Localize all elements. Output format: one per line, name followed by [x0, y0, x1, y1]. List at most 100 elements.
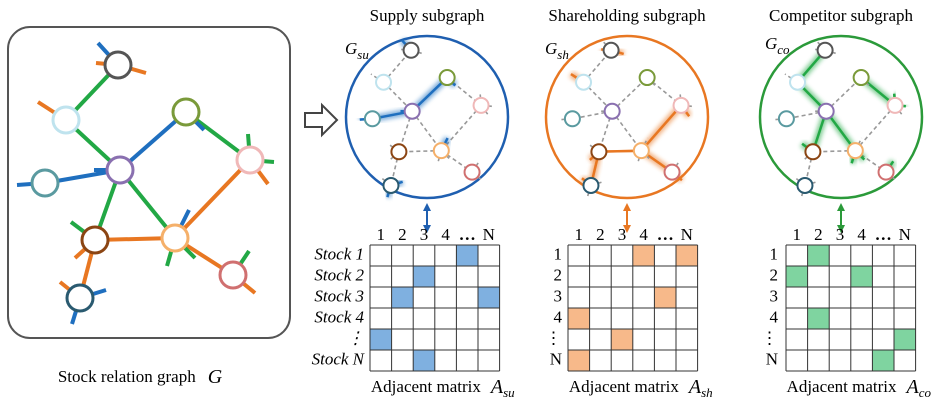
node: [375, 73, 393, 91]
node: [80, 225, 110, 255]
column-label: 4: [639, 225, 648, 244]
column-label: 3: [420, 225, 429, 244]
node: [672, 96, 690, 114]
edge: [118, 168, 177, 240]
node: [877, 163, 895, 181]
symbol: A: [905, 376, 920, 398]
node: [438, 69, 456, 87]
node: [663, 163, 681, 181]
node: [796, 176, 814, 194]
subscript: co: [777, 42, 790, 57]
column-label: 3: [618, 225, 627, 244]
matrix-cell: [632, 245, 655, 266]
matrix-cell: [894, 329, 916, 350]
matrix-cell: [611, 329, 633, 350]
row-label: N: [550, 349, 562, 368]
matrix-cell: [850, 266, 873, 287]
node: [632, 142, 650, 160]
matrix-caption: Adjacent matrix Aco: [787, 376, 931, 400]
row-label: Stock 3: [314, 286, 364, 305]
node: [472, 96, 490, 114]
node: [51, 105, 81, 135]
node: [602, 41, 620, 59]
symbol: A: [687, 376, 702, 398]
row-label: 4: [554, 307, 563, 326]
node: [816, 41, 834, 59]
matrix-cell: [872, 350, 894, 371]
node: [846, 142, 864, 160]
subgraph-title: Competitor subgraph: [769, 6, 914, 25]
subscript: co: [919, 385, 931, 400]
column-label: 4: [857, 225, 866, 244]
node: [363, 110, 381, 128]
column-label: N: [899, 225, 911, 244]
matrix-cell: [786, 266, 808, 287]
caption: Adjacent matrix: [371, 377, 481, 396]
node: [575, 73, 593, 91]
subgraph-symbol: Gsu: [345, 39, 369, 62]
arrow: [304, 102, 339, 138]
subgraph-symbol: Gco: [765, 34, 790, 57]
symbol: G: [545, 39, 557, 58]
node: [789, 73, 807, 91]
column-label: 1: [575, 225, 584, 244]
matrix-cell: [568, 350, 590, 371]
symbol: G: [345, 39, 357, 58]
matrix-cell: [391, 287, 414, 308]
node: [804, 143, 822, 161]
node: [777, 110, 795, 128]
matrix-cell: [456, 245, 478, 266]
column-label: …: [657, 225, 674, 244]
caption: Adjacent matrix: [569, 377, 679, 396]
node: [432, 142, 450, 160]
symbol: G: [765, 34, 777, 53]
node: [638, 69, 656, 87]
edge: [854, 104, 896, 152]
node: [382, 176, 400, 194]
symbol: A: [489, 376, 504, 398]
row-label: Stock N: [312, 349, 366, 368]
node: [103, 50, 133, 80]
node: [563, 110, 581, 128]
row-label: 3: [770, 286, 779, 305]
column-label: …: [459, 225, 476, 244]
node: [582, 176, 600, 194]
row-label: Stock 4: [314, 307, 364, 326]
matrix-cell: [807, 245, 830, 266]
subgraph-title: Shareholding subgraph: [548, 6, 706, 25]
subgraph-symbol: Gsh: [545, 39, 569, 62]
row-label: ⋮: [347, 328, 364, 347]
node: [105, 155, 135, 185]
edge: [118, 110, 188, 172]
matrix-caption: Adjacent matrix Ash: [569, 376, 713, 400]
subscript: su: [503, 385, 515, 400]
node: [171, 97, 201, 127]
row-label: 3: [554, 286, 563, 305]
subscript: sh: [557, 47, 569, 62]
node: [390, 143, 408, 161]
matrix-cell: [413, 350, 435, 371]
node: [30, 168, 60, 198]
matrix-cell: [807, 308, 830, 329]
row-label: 2: [554, 265, 563, 284]
matrix-cell: [478, 287, 500, 308]
row-label: 2: [770, 265, 779, 284]
caption: Adjacent matrix: [787, 377, 897, 396]
column-label: 3: [836, 225, 845, 244]
matrix-cell: [370, 329, 392, 350]
node: [603, 102, 621, 120]
column-label: N: [483, 225, 495, 244]
column-label: 4: [441, 225, 450, 244]
graph-frame: [7, 26, 291, 339]
node: [590, 143, 608, 161]
node: [463, 163, 481, 181]
row-label: Stock 1: [314, 244, 364, 263]
edge: [640, 104, 682, 152]
subscript: su: [357, 47, 369, 62]
node: [817, 102, 835, 120]
subgraph-title: Supply subgraph: [370, 6, 485, 25]
column-label: 1: [793, 225, 802, 244]
subscript: sh: [701, 385, 713, 400]
